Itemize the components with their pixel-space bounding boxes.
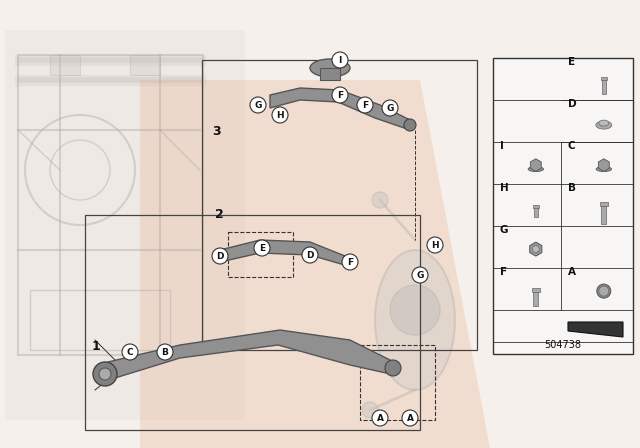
Text: D: D [568,99,577,109]
Bar [532,205,539,208]
Circle shape [599,286,609,296]
Polygon shape [598,159,609,172]
Polygon shape [531,159,541,172]
Circle shape [254,240,270,256]
Circle shape [157,344,173,360]
Circle shape [122,344,138,360]
Text: D: D [307,250,314,259]
Circle shape [250,97,266,113]
Circle shape [332,52,348,68]
Bar [602,80,606,94]
Circle shape [357,97,373,113]
Ellipse shape [599,120,609,126]
Bar [320,68,340,80]
Circle shape [404,119,416,131]
Text: F: F [337,90,343,99]
Text: B: B [568,183,576,193]
Circle shape [212,248,228,264]
Polygon shape [568,322,623,337]
Text: A: A [568,267,576,277]
Bar [493,58,633,354]
Bar [600,202,608,206]
Text: 2: 2 [215,208,224,221]
Polygon shape [270,88,410,130]
Ellipse shape [596,121,612,129]
Bar [533,292,538,306]
Text: H: H [276,111,284,120]
Text: F: F [347,258,353,267]
Text: 3: 3 [212,125,221,138]
Bar [30,290,170,350]
Bar [5,30,245,420]
Text: H: H [500,183,509,193]
Circle shape [390,285,440,335]
Bar [202,60,477,350]
Ellipse shape [310,59,350,77]
Circle shape [382,100,398,116]
Text: I: I [339,56,342,65]
Bar [18,55,203,355]
Circle shape [412,267,428,283]
Polygon shape [530,242,542,256]
Polygon shape [140,80,490,448]
Circle shape [272,107,288,123]
Text: 504738: 504738 [545,340,582,350]
Text: G: G [416,271,424,280]
Circle shape [372,192,388,208]
Circle shape [402,410,418,426]
Bar [360,345,435,420]
Bar [50,55,80,75]
Circle shape [342,254,358,270]
Circle shape [332,87,348,103]
Ellipse shape [375,250,455,390]
Circle shape [302,247,318,263]
Ellipse shape [528,167,543,172]
Text: D: D [216,251,224,260]
Circle shape [99,368,111,380]
Text: G: G [387,103,394,112]
Circle shape [362,402,378,418]
Text: F: F [362,100,368,109]
Text: B: B [161,348,168,357]
Polygon shape [100,330,395,378]
Bar [602,206,606,224]
Text: G: G [500,225,509,235]
Circle shape [93,362,117,386]
Text: E: E [568,57,575,67]
Text: A: A [406,414,413,422]
Polygon shape [220,240,355,268]
Text: 1: 1 [92,340,100,353]
Text: C: C [568,141,575,151]
Text: G: G [254,100,262,109]
Ellipse shape [596,167,611,172]
Text: H: H [431,241,439,250]
Bar [85,215,420,430]
Bar [532,288,540,292]
Ellipse shape [596,284,611,298]
Bar [130,55,160,75]
Text: F: F [500,267,507,277]
Text: E: E [259,244,265,253]
Text: I: I [500,141,504,151]
Bar [228,232,293,277]
Bar [534,208,538,217]
Text: C: C [127,348,133,357]
Circle shape [372,410,388,426]
Circle shape [385,360,401,376]
Circle shape [532,246,540,253]
Circle shape [427,237,443,253]
Text: A: A [376,414,383,422]
Bar [601,77,607,80]
